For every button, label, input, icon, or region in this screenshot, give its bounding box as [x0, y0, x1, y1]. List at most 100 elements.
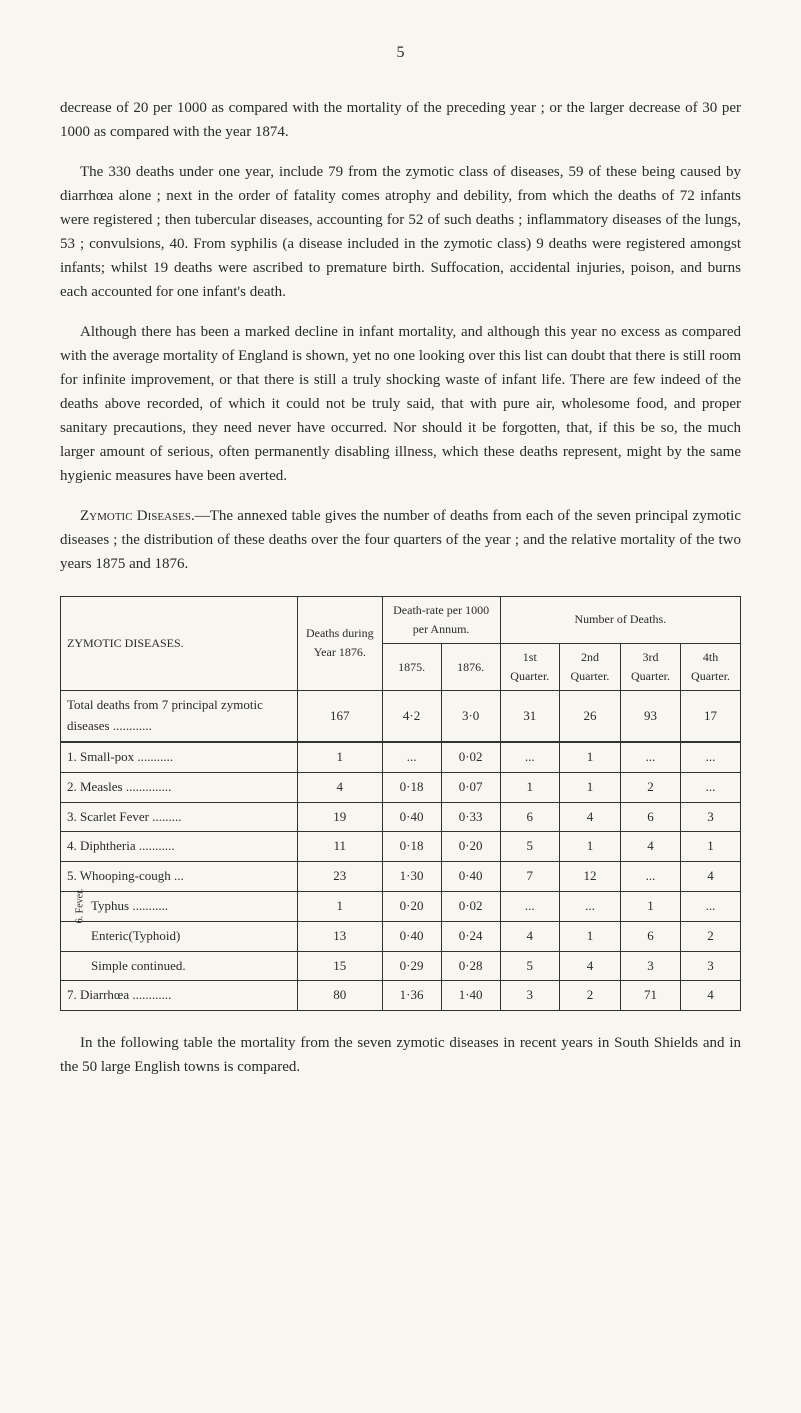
table-row: 6. Fever. Typhus ........... 1 0·20 0·02…: [61, 891, 741, 921]
header-q1: 1st Quarter.: [500, 643, 559, 690]
total-q2: 26: [559, 691, 620, 742]
cell: 0·40: [382, 802, 441, 832]
paragraph-5: In the following table the mortality fro…: [60, 1031, 741, 1079]
cell: 6: [620, 921, 680, 951]
cell: ...: [500, 891, 559, 921]
table-row: 5. Whooping-cough ... 23 1·30 0·40 7 12 …: [61, 862, 741, 892]
total-q4: 17: [681, 691, 741, 742]
total-1876: 3·0: [441, 691, 500, 742]
cell: 0·24: [441, 921, 500, 951]
cell: 11: [298, 832, 383, 862]
cell: 1·40: [441, 981, 500, 1011]
total-deaths: 167: [298, 691, 383, 742]
disease-label: 4. Diphtheria ...........: [61, 832, 298, 862]
cell: 2: [620, 772, 680, 802]
cell: 23: [298, 862, 383, 892]
cell: 1: [559, 742, 620, 772]
disease-label: 3. Scarlet Fever .........: [61, 802, 298, 832]
header-death-rate: Death-rate per 1000 per Annum.: [382, 596, 500, 643]
header-1875: 1875.: [382, 643, 441, 690]
table-row: 1. Small-pox ........... 1 ... 0·02 ... …: [61, 742, 741, 772]
cell: ...: [681, 772, 741, 802]
cell: 1: [559, 772, 620, 802]
table-row: 4. Diphtheria ........... 11 0·18 0·20 5…: [61, 832, 741, 862]
table-row: Enteric(Typhoid) 13 0·40 0·24 4 1 6 2: [61, 921, 741, 951]
cell: 1: [500, 772, 559, 802]
cell: 19: [298, 802, 383, 832]
cell: 1: [620, 891, 680, 921]
fever-bracket-label: 6. Fever.: [72, 889, 88, 924]
cell: 4: [500, 921, 559, 951]
paragraph-1: decrease of 20 per 1000 as compared with…: [60, 96, 741, 144]
cell: 3: [681, 951, 741, 981]
zymotic-diseases-table: ZYMOTIC DISEASES. Deaths during Year 187…: [60, 596, 741, 1012]
cell: ...: [681, 891, 741, 921]
page-number: 5: [60, 40, 741, 66]
cell: 3: [620, 951, 680, 981]
cell: 80: [298, 981, 383, 1011]
header-deaths: Deaths during Year 1876.: [298, 596, 383, 691]
disease-label: 5. Whooping-cough ...: [61, 862, 298, 892]
header-q2: 2nd Quarter.: [559, 643, 620, 690]
cell: 12: [559, 862, 620, 892]
cell: ...: [559, 891, 620, 921]
cell: ...: [681, 742, 741, 772]
typhus-label: Typhus ...........: [91, 898, 168, 913]
header-1876: 1876.: [441, 643, 500, 690]
disease-label: Simple continued.: [61, 951, 298, 981]
cell: 0·28: [441, 951, 500, 981]
cell: 3: [681, 802, 741, 832]
cell: 7: [500, 862, 559, 892]
cell: 4: [681, 862, 741, 892]
cell: 0·29: [382, 951, 441, 981]
total-q1: 31: [500, 691, 559, 742]
cell: 5: [500, 951, 559, 981]
cell: 1: [559, 921, 620, 951]
cell: 2: [559, 981, 620, 1011]
cell: ...: [382, 742, 441, 772]
cell: 4: [559, 951, 620, 981]
total-row: Total deaths from 7 principal zymotic di…: [61, 691, 741, 742]
cell: 4: [559, 802, 620, 832]
cell: 0·02: [441, 891, 500, 921]
cell: 0·07: [441, 772, 500, 802]
cell: 0·02: [441, 742, 500, 772]
paragraph-3: Although there has been a marked decline…: [60, 320, 741, 488]
paragraph-4: Zymotic Diseases.—The annexed table give…: [60, 504, 741, 576]
table-row: Simple continued. 15 0·29 0·28 5 4 3 3: [61, 951, 741, 981]
cell: 71: [620, 981, 680, 1011]
cell: 0·20: [441, 832, 500, 862]
cell: 2: [681, 921, 741, 951]
header-q3: 3rd Quarter.: [620, 643, 680, 690]
table-row: 3. Scarlet Fever ......... 19 0·40 0·33 …: [61, 802, 741, 832]
cell: 4: [681, 981, 741, 1011]
disease-label: 7. Diarrhœa ............: [61, 981, 298, 1011]
cell: 6: [500, 802, 559, 832]
header-q4: 4th Quarter.: [681, 643, 741, 690]
cell: ...: [620, 742, 680, 772]
cell: 6: [620, 802, 680, 832]
total-q3: 93: [620, 691, 680, 742]
cell: 0·40: [441, 862, 500, 892]
cell: 4: [620, 832, 680, 862]
cell: 1·30: [382, 862, 441, 892]
disease-label: Enteric(Typhoid): [61, 921, 298, 951]
cell: 15: [298, 951, 383, 981]
table-row: 7. Diarrhœa ............ 80 1·36 1·40 3 …: [61, 981, 741, 1011]
cell: 5: [500, 832, 559, 862]
paragraph-2: The 330 deaths under one year, include 7…: [60, 160, 741, 304]
section-heading: Zymotic Diseases.: [80, 508, 195, 524]
cell: 0·33: [441, 802, 500, 832]
cell: 0·18: [382, 772, 441, 802]
disease-label: 6. Fever. Typhus ...........: [61, 891, 298, 921]
disease-label: 1. Small-pox ...........: [61, 742, 298, 772]
cell: 1: [681, 832, 741, 862]
cell: 0·20: [382, 891, 441, 921]
cell: 1: [298, 742, 383, 772]
disease-label: 2. Measles ..............: [61, 772, 298, 802]
total-label: Total deaths from 7 principal zymotic di…: [61, 691, 298, 742]
total-1875: 4·2: [382, 691, 441, 742]
cell: ...: [500, 742, 559, 772]
table-row: 2. Measles .............. 4 0·18 0·07 1 …: [61, 772, 741, 802]
cell: ...: [620, 862, 680, 892]
